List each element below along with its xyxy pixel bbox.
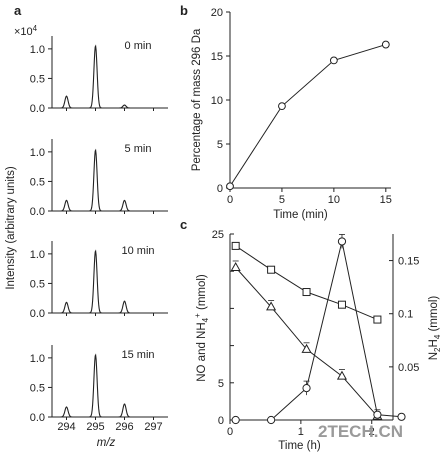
circle-marker	[267, 415, 276, 425]
y-tick-label: 0.0	[30, 103, 45, 115]
right-y-axis-label: N2H4 (mmol)	[428, 296, 442, 361]
square-marker	[231, 241, 240, 250]
y-tick-label: 5	[217, 139, 223, 151]
left-y-label-main: NO and NH	[196, 322, 208, 381]
watermark-text: 2TECH.CN	[318, 422, 403, 441]
left-y-axis-label: NO and NH4+ (mmol)	[193, 274, 210, 382]
y-tick-label: 0.0	[30, 412, 45, 424]
square-marker	[302, 288, 311, 297]
time-label: 0 min	[125, 40, 152, 52]
panel-letter-b: b	[180, 3, 188, 18]
right-y-label-n: N	[428, 352, 440, 360]
x-tick-label: 5	[279, 194, 285, 206]
circle-marker	[337, 237, 347, 246]
circle-marker	[397, 412, 406, 421]
y-tick-label: 1.0	[30, 353, 45, 365]
y-axis-label: Intensity (arbitrary units)	[5, 166, 17, 290]
panel-letter-c: c	[180, 217, 187, 232]
square-marker	[267, 265, 276, 274]
right-y-tick-label: 0.05	[398, 362, 419, 374]
y-multiplier-base: ×10	[14, 26, 33, 38]
y-multiplier-exponent: 4	[33, 24, 38, 33]
right-y-label-subscript-2: 4	[433, 334, 442, 339]
panel-letter-a: a	[14, 3, 22, 18]
y-tick-label: 0.5	[30, 73, 45, 85]
time-label: 15 min	[121, 349, 154, 361]
spectrum-line	[57, 148, 163, 212]
spectrum-line	[57, 249, 163, 314]
y-tick-label: 20	[211, 7, 223, 19]
right-y-label-unit: (mmol)	[428, 296, 440, 335]
right-y-label-h: H	[428, 339, 440, 347]
x-axis-label: m/z	[97, 437, 116, 449]
x-tick-label: 294	[57, 421, 75, 433]
triangle-marker	[301, 343, 312, 353]
panel-letters: a b c 2TECH.CN	[14, 3, 403, 441]
triangle-marker	[336, 370, 348, 380]
x-tick-label: 0	[227, 426, 233, 438]
panel-a: ×104 0.0 0.5 1.0 0 min 0.0 0.5 1.0 5 min 0.0 0.5 1.…	[5, 24, 168, 449]
left-y-tick-label: 5	[218, 378, 224, 390]
left-y-tick-label: 0	[218, 415, 224, 427]
x-tick-label: 0	[227, 194, 233, 206]
square-marker	[373, 315, 382, 324]
triangle-marker	[266, 301, 277, 311]
y-tick-label: 15	[211, 51, 223, 63]
time-label: 5 min	[125, 143, 152, 155]
y-tick-label: 0.0	[30, 206, 45, 218]
left-y-label-subscript: 4	[201, 317, 210, 322]
circle-series-line	[235, 241, 402, 421]
y-tick-label: 1.0	[30, 147, 45, 159]
right-y-tick-label: 0.15	[398, 256, 419, 268]
y-tick-label: 0.5	[30, 382, 45, 394]
y-tick-label: 0.5	[30, 278, 45, 290]
right-y-label-subscript-1: 2	[433, 347, 442, 352]
data-point	[329, 56, 338, 65]
y-multiplier-label: ×104	[14, 24, 38, 38]
circle-marker	[231, 415, 240, 425]
time-label: 10 min	[121, 245, 154, 257]
data-point	[226, 182, 234, 191]
x-axis-label: Time (h)	[278, 440, 321, 452]
x-tick-label: 2	[369, 426, 375, 438]
triangle-marker	[230, 261, 241, 271]
x-tick-label: 297	[144, 421, 162, 433]
y-tick-label: 0.0	[30, 308, 45, 320]
spectrum-line	[57, 353, 163, 418]
left-y-label-superscript: +	[193, 313, 202, 318]
x-axis-label: Time (min)	[273, 209, 328, 221]
y-tick-label: 0	[217, 183, 223, 195]
circle-marker	[302, 384, 311, 393]
x-tick-label: 1	[298, 426, 304, 438]
left-y-label-unit: (mmol)	[196, 274, 208, 313]
y-axis-label: Percentage of mass 296 Da	[191, 28, 203, 171]
circle-marker	[373, 410, 382, 419]
y-tick-label: 10	[211, 95, 223, 107]
data-point	[381, 40, 390, 49]
square-marker	[337, 300, 346, 309]
y-tick-label: 0.5	[30, 176, 45, 188]
spectrum-line	[57, 44, 163, 109]
right-y-tick-label: 0.1	[398, 309, 413, 321]
panel-b: 0 5 10 15 20 0 5 10 15 Time (min) Percentage of ma…	[191, 7, 392, 221]
y-tick-label: 1.0	[30, 44, 45, 56]
x-tick-label: 295	[86, 421, 104, 433]
x-tick-label: 15	[380, 194, 392, 206]
x-tick-label: 296	[115, 421, 133, 433]
left-y-tick-label: 25	[212, 229, 224, 241]
x-tick-label: 10	[328, 194, 340, 206]
series-line	[229, 44, 386, 187]
y-tick-label: 1.0	[30, 249, 45, 261]
data-point	[278, 102, 286, 111]
